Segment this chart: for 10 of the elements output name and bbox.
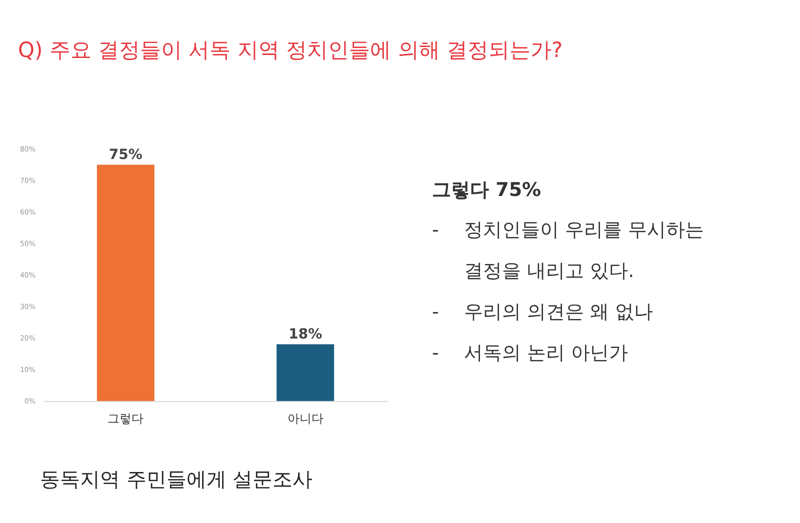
chart-title: Q) 주요 결정들이 서독 지역 정치인들에 의해 결정되는가?	[18, 37, 563, 64]
text: - 정치인들이 우리를 무시하는 결정을 내리고 있다.	[432, 219, 704, 282]
text: 동독지역 주민들에게 설문조사	[40, 466, 313, 493]
text: - 우리의 의견은 왜 없나	[432, 301, 654, 323]
x-tick-label: 그렇다	[108, 412, 144, 426]
text: 그렇다 75%	[432, 178, 542, 203]
data-label: 18%	[288, 326, 322, 342]
data-label: 75%	[108, 146, 142, 163]
x-tick-label: 아니다	[287, 412, 324, 426]
text: - 서독의 논리 아닌가	[432, 342, 628, 364]
